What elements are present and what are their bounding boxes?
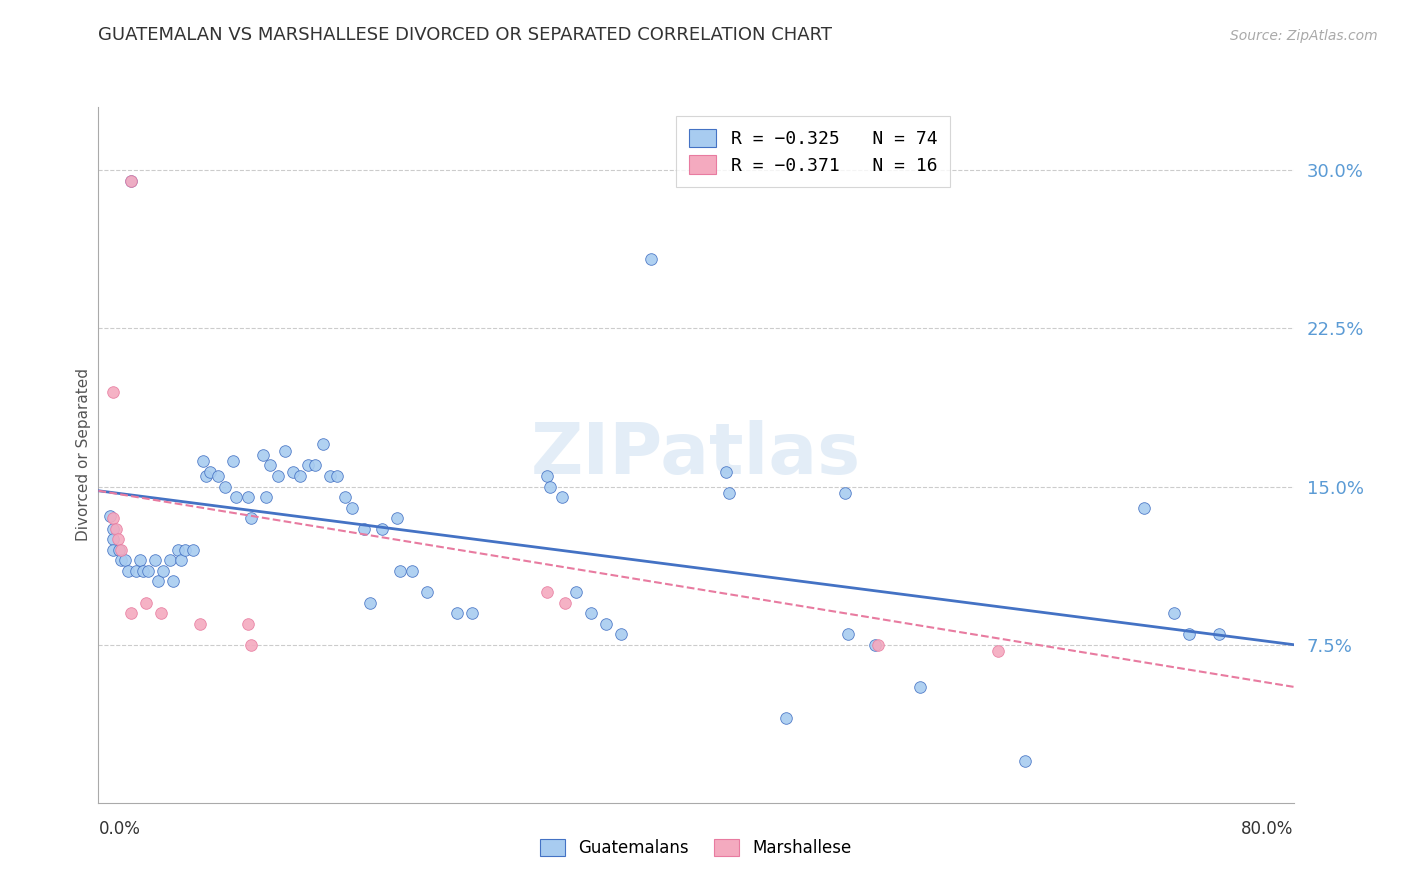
Point	[254, 490, 277, 504]
Text: ZIPatlas: ZIPatlas	[531, 420, 860, 490]
Point	[114, 553, 136, 567]
Point	[640, 252, 662, 266]
Point	[152, 564, 174, 578]
Point	[135, 595, 157, 609]
Point	[311, 437, 333, 451]
Point	[132, 564, 155, 578]
Point	[108, 542, 131, 557]
Point	[169, 553, 191, 567]
Point	[333, 490, 356, 504]
Point	[103, 522, 125, 536]
Point	[834, 486, 856, 500]
Point	[136, 564, 159, 578]
Text: Source: ZipAtlas.com: Source: ZipAtlas.com	[1230, 29, 1378, 43]
Point	[194, 469, 218, 483]
Point	[987, 644, 1010, 658]
Point	[401, 564, 423, 578]
Point	[342, 500, 364, 515]
Point	[207, 469, 229, 483]
Point	[222, 454, 245, 468]
Point	[236, 490, 259, 504]
Point	[174, 542, 197, 557]
Point	[103, 511, 125, 525]
Point	[148, 574, 170, 589]
Point	[107, 533, 129, 547]
Point	[110, 553, 132, 567]
Point	[1208, 627, 1230, 641]
Point	[281, 465, 304, 479]
Text: GUATEMALAN VS MARSHALLESE DIVORCED OR SEPARATED CORRELATION CHART: GUATEMALAN VS MARSHALLESE DIVORCED OR SE…	[98, 26, 832, 44]
Point	[385, 511, 409, 525]
Point	[538, 479, 561, 493]
Point	[225, 490, 247, 504]
Point	[252, 448, 274, 462]
Point	[103, 533, 125, 547]
Point	[565, 585, 588, 599]
Point	[536, 469, 558, 483]
Point	[610, 627, 633, 641]
Point	[371, 522, 394, 536]
Point	[837, 627, 859, 641]
Point	[304, 458, 326, 473]
Point	[117, 564, 139, 578]
Point	[191, 454, 214, 468]
Point	[1178, 627, 1201, 641]
Point	[200, 465, 222, 479]
Point	[120, 174, 142, 188]
Point	[595, 616, 617, 631]
Point	[98, 509, 122, 524]
Point	[239, 638, 262, 652]
Y-axis label: Divorced or Separated: Divorced or Separated	[76, 368, 91, 541]
Point	[267, 469, 290, 483]
Point	[908, 680, 931, 694]
Point	[239, 511, 262, 525]
Point	[259, 458, 281, 473]
Point	[181, 542, 204, 557]
Point	[103, 384, 125, 399]
Point	[125, 564, 148, 578]
Point	[214, 479, 236, 493]
Point	[110, 542, 132, 557]
Point	[536, 585, 558, 599]
Point	[359, 595, 381, 609]
Point	[1133, 500, 1156, 515]
Point	[159, 553, 181, 567]
Text: 0.0%: 0.0%	[98, 820, 141, 838]
Point	[717, 486, 740, 500]
Point	[120, 174, 142, 188]
Point	[162, 574, 184, 589]
Point	[554, 595, 576, 609]
Point	[120, 606, 142, 620]
Point	[1014, 754, 1036, 768]
Text: 80.0%: 80.0%	[1241, 820, 1294, 838]
Point	[581, 606, 603, 620]
Point	[353, 522, 375, 536]
Point	[775, 711, 797, 725]
Point	[129, 553, 152, 567]
Point	[188, 616, 211, 631]
Point	[274, 443, 297, 458]
Point	[166, 542, 188, 557]
Point	[319, 469, 342, 483]
Point	[868, 638, 890, 652]
Point	[297, 458, 319, 473]
Point	[1163, 606, 1185, 620]
Point	[714, 465, 737, 479]
Point	[865, 638, 887, 652]
Point	[105, 522, 128, 536]
Point	[416, 585, 439, 599]
Point	[446, 606, 468, 620]
Point	[143, 553, 166, 567]
Legend: Guatemalans, Marshallese: Guatemalans, Marshallese	[533, 832, 859, 864]
Point	[550, 490, 572, 504]
Point	[150, 606, 173, 620]
Point	[103, 542, 125, 557]
Point	[288, 469, 311, 483]
Point	[461, 606, 484, 620]
Point	[326, 469, 349, 483]
Point	[236, 616, 259, 631]
Point	[389, 564, 412, 578]
